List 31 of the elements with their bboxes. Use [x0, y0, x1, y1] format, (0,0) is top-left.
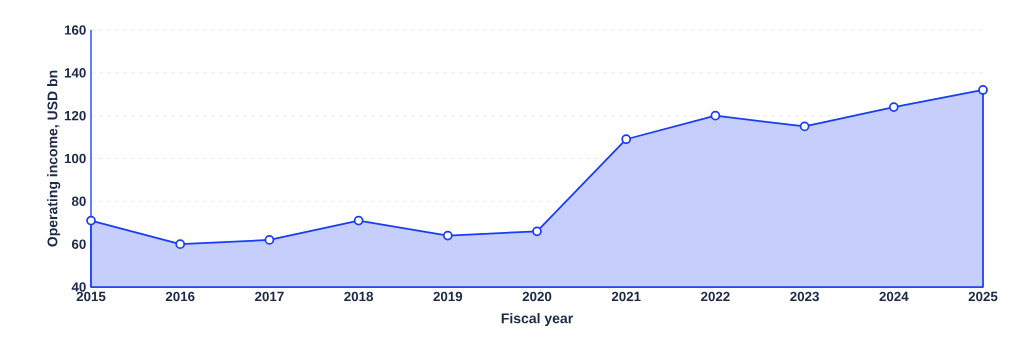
point: [978, 85, 988, 95]
y-tick-label: 140: [64, 68, 86, 78]
point: [264, 235, 275, 245]
x-tick-label: 2017: [255, 291, 284, 302]
point: [888, 102, 899, 112]
point: [175, 239, 186, 250]
point: [86, 215, 96, 226]
x-tick-label: 2016: [165, 291, 195, 302]
x-tick-label: 2019: [433, 291, 463, 302]
x-tick-label: 2020: [522, 291, 552, 302]
y-tick-label: 160: [64, 25, 86, 35]
x-tick-label: 2015: [76, 291, 106, 302]
point: [532, 226, 542, 237]
point: [442, 230, 453, 241]
x-tick-label: 2021: [611, 291, 641, 302]
x-tick-label: 2022: [701, 291, 730, 302]
x-tick-label: 2023: [790, 291, 819, 302]
y-tick-label: 40: [71, 282, 86, 292]
y-tick-label: 100: [64, 153, 86, 164]
x-tick-label: 2018: [344, 291, 374, 302]
y-axis-title: Operating income, USD bn: [47, 70, 61, 247]
point: [353, 215, 364, 226]
y-tick-label: 80: [71, 196, 86, 207]
point: [799, 121, 810, 132]
x-tick-label: 2025: [968, 291, 998, 302]
y-tick-label: 60: [71, 239, 86, 249]
y-tick-label: 120: [64, 110, 86, 121]
point: [621, 134, 632, 145]
x-axis-title: Fiscal year: [501, 313, 573, 327]
x-tick-label: 2024: [879, 291, 909, 302]
point: [710, 110, 721, 121]
